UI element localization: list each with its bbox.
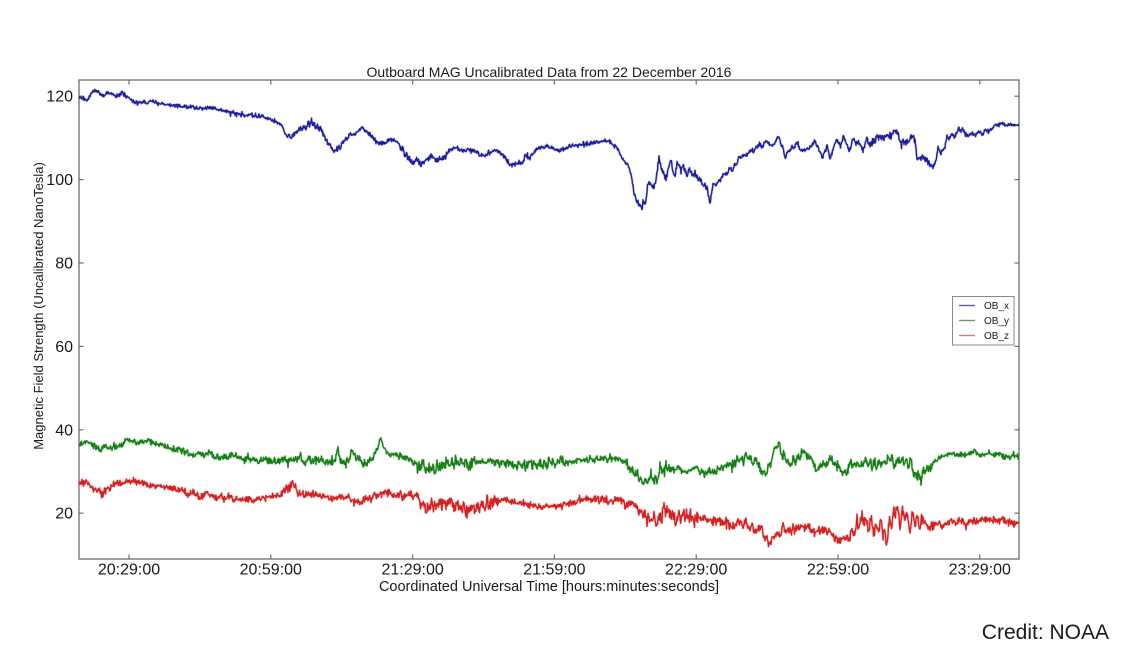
svg-text:40: 40 (55, 422, 73, 439)
svg-text:80: 80 (55, 256, 73, 273)
svg-text:OB_x: OB_x (984, 301, 1009, 312)
svg-text:20: 20 (55, 506, 73, 523)
svg-text:60: 60 (55, 339, 73, 356)
svg-text:OB_y: OB_y (984, 316, 1009, 327)
svg-text:100: 100 (46, 172, 73, 189)
svg-text:20:29:00: 20:29:00 (98, 562, 160, 579)
svg-text:Magnetic Field Strength (Uncal: Magnetic Field Strength (Uncalibrated Na… (31, 162, 46, 450)
svg-text:OB_z: OB_z (984, 331, 1009, 342)
svg-text:23:29:00: 23:29:00 (949, 562, 1011, 579)
svg-text:21:59:00: 21:59:00 (523, 562, 585, 579)
svg-text:Credit: NOAA: Credit: NOAA (982, 621, 1109, 644)
svg-text:22:29:00: 22:29:00 (665, 562, 727, 579)
svg-text:Coordinated Universal Time [ho: Coordinated Universal Time [hours:minute… (379, 579, 719, 595)
svg-text:21:29:00: 21:29:00 (381, 562, 443, 579)
svg-text:22:59:00: 22:59:00 (807, 562, 869, 579)
svg-text:120: 120 (46, 89, 73, 106)
svg-text:Outboard MAG Uncalibrated Data: Outboard MAG Uncalibrated Data from 22 D… (367, 64, 732, 80)
svg-text:20:59:00: 20:59:00 (240, 562, 302, 579)
